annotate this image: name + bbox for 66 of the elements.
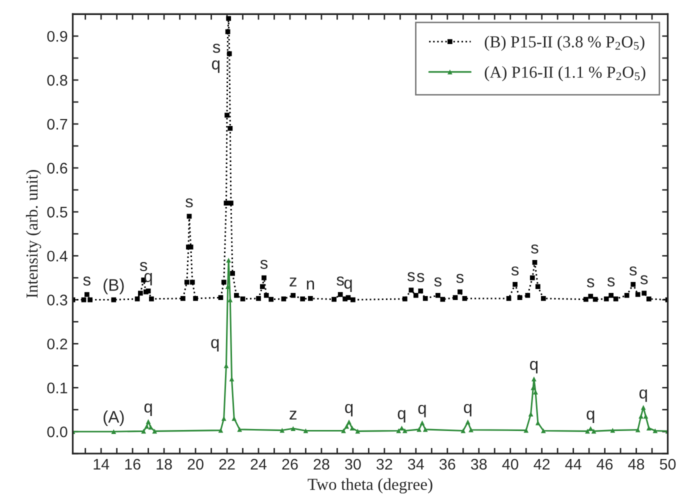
- legend-label: (B) P15-II (3.8 % P$_{2}$O$_{5}$): [484, 36, 644, 51]
- y-tick-label: 0.0: [47, 426, 68, 438]
- annotation: s: [629, 266, 637, 276]
- annotation: q: [144, 404, 152, 416]
- annotation: q: [144, 273, 152, 286]
- legend-label: (A) P16-II (1.1 % P$_{2}$O$_{5}$): [484, 66, 646, 82]
- annotation: s: [640, 275, 648, 284]
- annotation: (A): [104, 410, 124, 426]
- x-tick-label: 18: [156, 458, 172, 470]
- y-tick-label: 0.4: [47, 250, 68, 262]
- annotation: q: [344, 280, 352, 292]
- annotation: q: [211, 339, 219, 352]
- annotation: s: [260, 260, 268, 269]
- x-axis-title: Two theta (degree): [308, 478, 432, 494]
- y-tick-label: 0.5: [47, 206, 68, 218]
- annotation: s: [511, 266, 519, 276]
- annotation: q: [639, 389, 647, 402]
- y-tick-label: 0.3: [47, 294, 68, 306]
- x-tick-label: 36: [439, 458, 456, 470]
- x-tick-label: 14: [94, 459, 110, 470]
- x-tick-label: 44: [565, 459, 582, 470]
- x-tick-label: 32: [376, 458, 392, 470]
- y-tick-label: 0.2: [47, 338, 68, 350]
- y-tick-label: 0.7: [47, 118, 68, 130]
- annotation: s: [607, 277, 615, 287]
- annotation: s: [212, 44, 220, 53]
- annotation: s: [140, 262, 148, 272]
- annotation: z: [290, 410, 296, 420]
- x-tick-label: 22: [219, 458, 235, 470]
- annotation: q: [464, 404, 472, 416]
- annotation: s: [186, 198, 193, 208]
- x-tick-label: 34: [408, 458, 424, 470]
- x-tick-label: 42: [534, 458, 550, 470]
- annotation: s: [336, 276, 344, 286]
- x-tick-label: 30: [345, 458, 361, 470]
- annotation: s: [416, 273, 424, 282]
- annotation: s: [407, 272, 415, 282]
- x-tick-label: 48: [628, 458, 644, 470]
- y-tick-label: 0.1: [47, 382, 68, 394]
- y-axis-title: Intensity (arb. unit): [26, 170, 42, 298]
- annotation: s: [434, 277, 442, 287]
- annotation: q: [212, 60, 220, 73]
- annotation: q: [530, 360, 538, 374]
- x-tick-label: 24: [250, 458, 267, 470]
- annotation: s: [586, 278, 594, 288]
- y-tick-label: 0.6: [47, 162, 68, 174]
- x-tick-label: 50: [660, 458, 676, 470]
- annotation: n: [306, 280, 314, 290]
- annotation: q: [398, 410, 406, 423]
- annotation: q: [345, 404, 353, 416]
- x-tick-label: 20: [188, 458, 204, 470]
- x-tick-label: 38: [470, 458, 487, 470]
- x-tick-label: 26: [282, 458, 298, 470]
- annotation: s: [456, 274, 464, 284]
- annotation: q: [418, 404, 426, 418]
- x-tick-label: 28: [314, 458, 330, 470]
- x-tick-label: 46: [596, 458, 613, 470]
- annotation: s: [531, 244, 538, 254]
- x-tick-label: 16: [125, 458, 140, 470]
- y-tick-label: 0.8: [47, 74, 68, 86]
- annotation: (B): [104, 278, 124, 294]
- y-tick-label: 0.9: [47, 30, 68, 42]
- annotation: z: [290, 278, 296, 286]
- annotation: q: [586, 410, 594, 423]
- annotation: s: [83, 276, 90, 286]
- x-tick-label: 40: [502, 458, 518, 470]
